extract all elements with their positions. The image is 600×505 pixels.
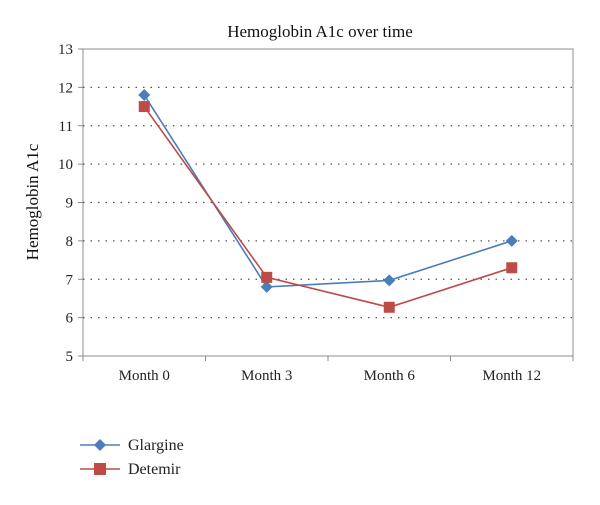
x-axis: Month 0 Month 3 Month 6 Month 12 — [82, 356, 574, 384]
chart-title: Hemoglobin A1c over time — [227, 22, 413, 41]
plot-area-frame — [82, 48, 574, 357]
x-tick-label: Month 0 — [119, 368, 170, 384]
legend-item-glargine: Glargine — [80, 437, 184, 454]
data-point-square — [506, 262, 518, 274]
legend-label: Detemir — [128, 461, 181, 478]
y-tick-label: 13 — [58, 42, 73, 58]
series-detemir — [138, 101, 518, 313]
legend-marker-square — [94, 463, 106, 475]
data-point-diamond — [260, 280, 273, 293]
y-tick-label: 10 — [58, 157, 73, 173]
x-tick-label: Month 3 — [241, 368, 292, 384]
y-axis-title: Hemoglobin A1c — [23, 143, 42, 260]
series-line — [143, 94, 512, 288]
data-point-diamond — [505, 234, 518, 247]
y-tick-label: 12 — [58, 80, 73, 96]
data-point-square — [383, 301, 395, 313]
data-point-square — [261, 271, 273, 283]
data-point-square — [138, 101, 150, 113]
x-tick-label: Month 6 — [364, 368, 416, 384]
y-tick-label: 7 — [66, 272, 74, 288]
y-tick-label: 11 — [59, 119, 73, 135]
legend-label: Glargine — [128, 437, 184, 454]
y-tick-label: 6 — [66, 311, 74, 327]
series-layer — [138, 89, 518, 313]
legend: Glargine Detemir — [80, 437, 184, 478]
data-point-diamond — [383, 274, 396, 287]
y-tick-label: 8 — [66, 234, 74, 250]
legend-marker-diamond — [94, 439, 106, 451]
legend-item-detemir: Detemir — [80, 461, 181, 478]
y-tick-label: 5 — [66, 349, 74, 365]
y-tick-label: 9 — [66, 196, 74, 212]
data-point-diamond — [138, 89, 151, 102]
series-glargine — [138, 89, 518, 293]
y-axis: 5 6 7 8 9 10 11 12 13 — [58, 42, 83, 365]
series-line — [143, 106, 512, 309]
x-tick-label: Month 12 — [482, 368, 541, 384]
